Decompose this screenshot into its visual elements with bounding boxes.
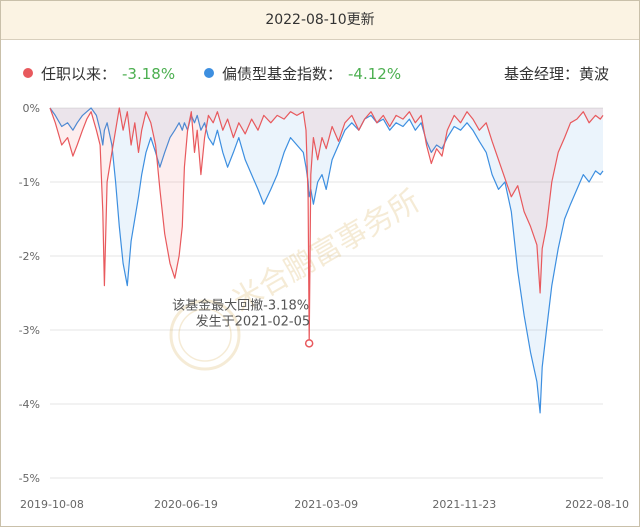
y-tick-label: -1% <box>19 176 40 189</box>
x-tick-label: 2019-10-08 <box>20 498 84 511</box>
max-drawdown-annotation: 该基金最大回撤-3.18% 发生于2021-02-05 <box>172 297 314 348</box>
update-date-header: 2022-08-10更新 <box>1 1 639 40</box>
series-line <box>49 107 604 344</box>
x-tick-label: 2021-11-23 <box>432 498 496 511</box>
y-tick-label: -5% <box>19 472 40 485</box>
legend-item-index[interactable]: 偏债型基金指数： -4.12% <box>204 63 401 84</box>
watermark-seal: 米合鹏富事务所 <box>169 184 426 371</box>
series-line <box>49 107 604 414</box>
legend: 任职以来： -3.18% 偏债型基金指数： -4.12% 基金经理：黄波 <box>1 63 639 85</box>
annotation-line-2: 发生于2021-02-05 <box>196 313 311 329</box>
legend-label-fund: 任职以来： <box>41 65 117 83</box>
legend-dot-fund-icon <box>23 68 33 78</box>
y-axis-ticks: 0% -1% -2% -3% -4% -5% <box>19 102 40 485</box>
legend-value-fund: -3.18% <box>122 65 176 83</box>
series-area <box>50 108 603 344</box>
max-drawdown-point[interactable] <box>304 339 314 348</box>
x-tick-label: 2021-03-09 <box>294 498 358 511</box>
y-tick-label: -4% <box>19 398 40 411</box>
legend-dot-index-icon <box>204 68 214 78</box>
grid-lines <box>50 107 603 479</box>
legend-item-fund[interactable]: 任职以来： -3.18% <box>23 63 175 84</box>
y-tick-label: -2% <box>19 250 40 263</box>
series-group <box>49 107 604 414</box>
fund-manager: 基金经理：黄波 <box>503 65 609 83</box>
y-tick-label: 0% <box>23 102 40 115</box>
x-axis-ticks: 2019-10-08 2020-06-19 2021-03-09 2021-11-23… <box>20 498 629 511</box>
legend-label-index: 偏债型基金指数： <box>222 65 343 83</box>
legend-value-index: -4.12% <box>348 65 402 83</box>
y-tick-label: -3% <box>19 324 40 337</box>
x-tick-label: 2020-06-19 <box>154 498 218 511</box>
annotation-line-1: 该基金最大回撤-3.18% <box>172 297 309 313</box>
series-area <box>50 108 603 413</box>
x-tick-label: 2022-08-10 <box>565 498 629 511</box>
